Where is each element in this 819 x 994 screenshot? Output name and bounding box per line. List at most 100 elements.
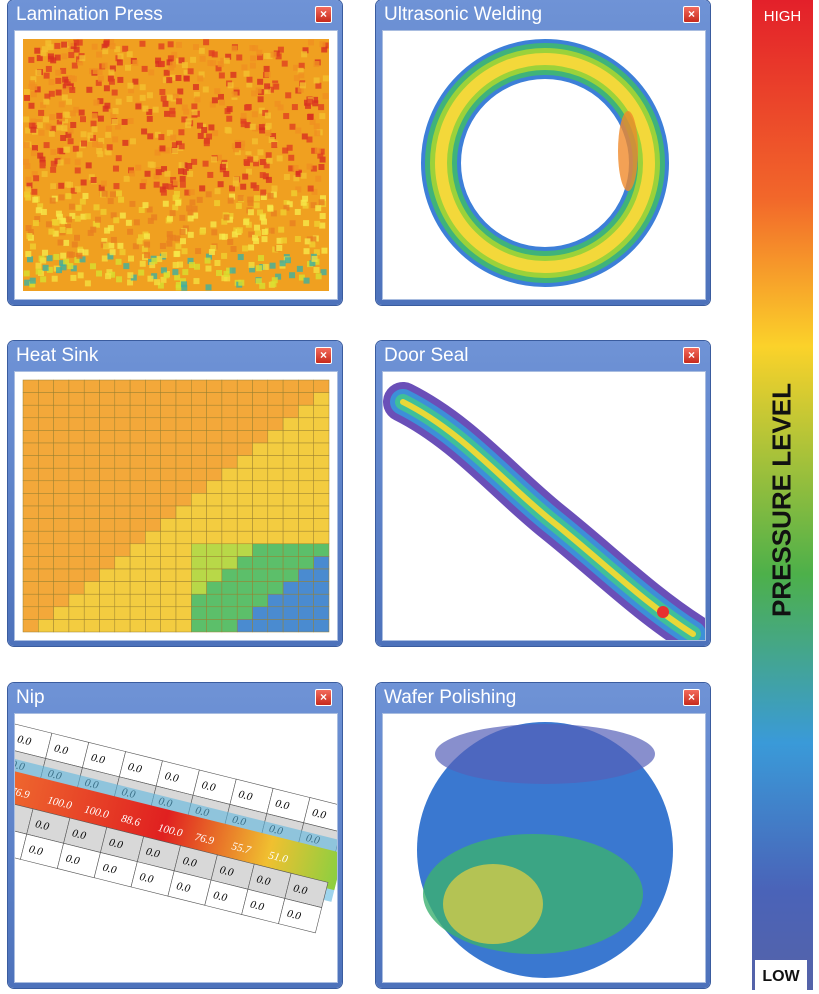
map-cell	[24, 89, 30, 95]
map-cell	[278, 227, 284, 233]
grid-cell	[237, 506, 252, 519]
map-cell	[30, 127, 36, 133]
map-cell	[30, 243, 36, 249]
map-cell	[226, 128, 232, 134]
grid-cell	[237, 393, 252, 406]
pressure-map: 0.00.00.00.00.00.00.00.00.00.00.00.00.00…	[15, 714, 337, 982]
pressure-map	[15, 31, 337, 299]
map-cell	[162, 101, 168, 107]
grid-cell	[283, 456, 298, 469]
map-cell	[198, 133, 204, 139]
close-button[interactable]: ×	[315, 6, 332, 23]
grid-cell	[191, 468, 206, 481]
grid-cell	[23, 569, 38, 582]
grid-cell	[237, 493, 252, 506]
grid-cell	[38, 619, 53, 632]
grid-cell	[237, 531, 252, 544]
map-cell	[61, 53, 67, 59]
close-button[interactable]: ×	[683, 6, 700, 23]
map-cell	[86, 87, 92, 93]
map-cell	[219, 234, 225, 240]
grid-cell	[54, 594, 69, 607]
map-cell	[102, 255, 108, 261]
grid-cell	[298, 481, 313, 494]
map-cell	[59, 101, 65, 107]
grid-cell	[176, 418, 191, 431]
map-cell	[188, 232, 194, 238]
map-cell	[31, 189, 37, 195]
grid-cell	[207, 468, 222, 481]
grid-cell	[100, 443, 115, 456]
grid-cell	[222, 380, 237, 393]
grid-cell	[161, 493, 176, 506]
map-cell	[58, 183, 64, 189]
map-cell	[49, 114, 55, 120]
grid-cell	[145, 569, 160, 582]
grid-cell	[161, 456, 176, 469]
map-cell	[254, 202, 260, 208]
map-cell	[50, 183, 56, 189]
map-cell	[256, 265, 262, 271]
map-cell	[320, 213, 326, 219]
grid-cell	[314, 506, 329, 519]
close-button[interactable]: ×	[683, 689, 700, 706]
map-cell	[60, 135, 66, 141]
grid-cell	[253, 619, 268, 632]
map-cell	[319, 113, 325, 119]
grid-cell	[176, 607, 191, 620]
grid-cell	[145, 519, 160, 532]
map-cell	[314, 267, 320, 273]
map-cell	[98, 116, 104, 122]
map-cell	[24, 95, 30, 101]
map-cell	[227, 106, 233, 112]
grid-cell	[54, 443, 69, 456]
grid-cell	[54, 456, 69, 469]
grid-cell	[222, 468, 237, 481]
map-cell	[81, 131, 87, 137]
grid-cell	[298, 405, 313, 418]
map-cell	[199, 48, 205, 54]
grid-cell	[115, 607, 130, 620]
grid-cell	[115, 380, 130, 393]
close-button[interactable]: ×	[315, 689, 332, 706]
grid-cell	[69, 582, 84, 595]
grid-cell	[100, 531, 115, 544]
grid-cell	[222, 582, 237, 595]
map-cell	[93, 68, 99, 74]
map-cell	[140, 261, 146, 267]
map-cell	[164, 111, 170, 117]
map-cell	[219, 72, 225, 78]
map-cell	[188, 215, 194, 221]
map-cell	[135, 103, 141, 109]
grid-cell	[23, 430, 38, 443]
map-cell	[151, 258, 157, 264]
grid-cell	[38, 607, 53, 620]
map-cell	[156, 169, 162, 175]
map-cell	[189, 262, 195, 268]
grid-cell	[283, 506, 298, 519]
map-cell	[75, 159, 81, 165]
map-cell	[178, 129, 184, 135]
map-cell	[96, 271, 102, 277]
grid-cell	[69, 556, 84, 569]
close-button[interactable]: ×	[315, 347, 332, 364]
map-cell	[68, 138, 74, 144]
grid-cell	[253, 418, 268, 431]
map-cell	[249, 262, 255, 268]
map-cell	[291, 190, 297, 196]
grid-cell	[115, 519, 130, 532]
grid-cell	[298, 443, 313, 456]
map-cell	[62, 94, 68, 100]
map-cell	[252, 111, 258, 117]
grid-cell	[268, 607, 283, 620]
map-cell	[256, 278, 262, 284]
map-cell	[97, 151, 103, 157]
map-cell	[262, 229, 268, 235]
grid-cell	[38, 531, 53, 544]
map-cell	[265, 71, 271, 77]
map-cell	[182, 248, 188, 254]
map-cell	[270, 263, 276, 269]
grid-cell	[69, 405, 84, 418]
map-cell	[102, 191, 108, 197]
close-button[interactable]: ×	[683, 347, 700, 364]
